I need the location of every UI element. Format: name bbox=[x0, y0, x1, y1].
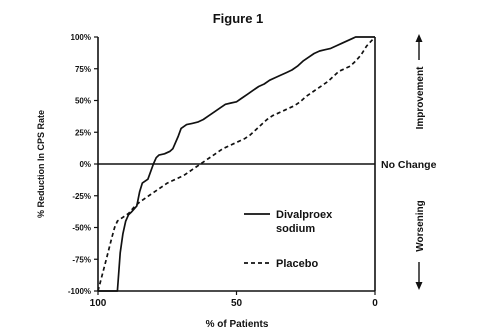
y-axis-label: % Reduction In CPS Rate bbox=[36, 110, 46, 218]
chart-title: Figure 1 bbox=[213, 11, 264, 26]
y-tick-label: -25% bbox=[72, 192, 91, 201]
y-tick-label: -75% bbox=[72, 255, 91, 264]
no-change-label: No Change bbox=[381, 159, 437, 171]
legend-label: Placebo bbox=[276, 258, 318, 270]
worsening-arrowhead bbox=[415, 282, 423, 290]
series-line-placebo bbox=[97, 36, 376, 292]
y-tick-label: -50% bbox=[72, 224, 91, 233]
y-tick-label: 25% bbox=[75, 128, 91, 137]
legend: Divalproex sodium Placebo bbox=[244, 209, 333, 270]
improvement-indicator: Improvement bbox=[415, 34, 426, 129]
x-tick-label: 0 bbox=[372, 298, 378, 309]
y-tick-label: 100% bbox=[71, 33, 91, 42]
worsening-indicator: Worsening bbox=[415, 200, 426, 290]
series-line-divalproex bbox=[98, 36, 375, 292]
y-tick-label: -100% bbox=[68, 287, 91, 296]
y-tick-label: 50% bbox=[75, 97, 91, 106]
improvement-arrowhead bbox=[415, 34, 423, 42]
worsening-label: Worsening bbox=[415, 200, 426, 251]
x-tick-label: 50 bbox=[231, 298, 243, 309]
series-lines bbox=[97, 36, 376, 292]
legend-label: Divalproex sodium bbox=[276, 209, 333, 235]
y-tick-label: 75% bbox=[75, 65, 91, 74]
x-ticks: 100 50 0 bbox=[90, 291, 378, 309]
improvement-label: Improvement bbox=[415, 66, 426, 129]
x-axis-label: % of Patients bbox=[206, 319, 269, 330]
y-ticks: 100% 75% 50% 25% 0% -25% -50% -75% -100% bbox=[68, 33, 98, 296]
x-tick-label: 100 bbox=[90, 298, 107, 309]
y-tick-label: 0% bbox=[79, 160, 91, 169]
